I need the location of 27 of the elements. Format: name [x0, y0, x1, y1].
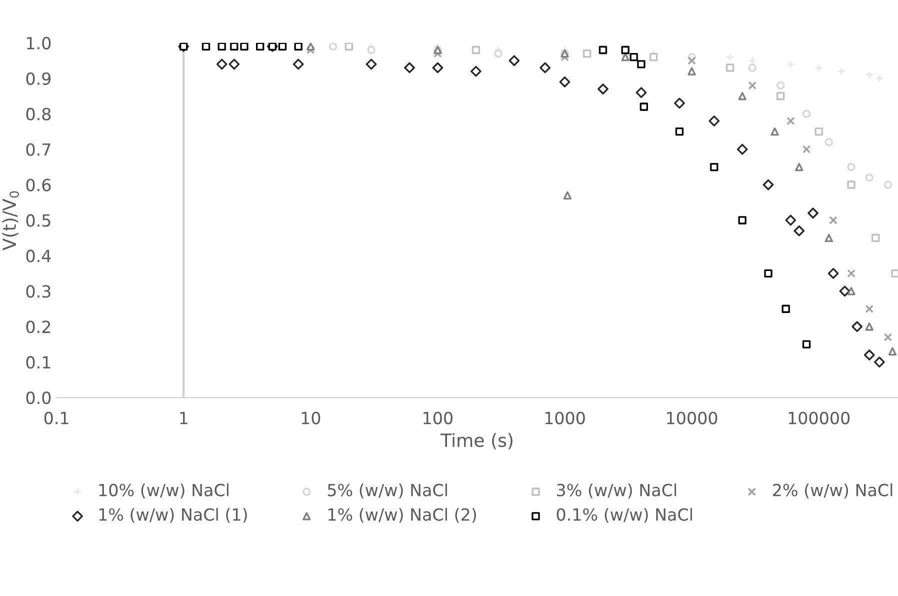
y-tick-label: 0.7 — [26, 143, 50, 156]
x-tick-label: 10000 — [667, 412, 718, 424]
y-tick-label: 0.3 — [26, 285, 50, 298]
y-tick-label: 0.6 — [26, 178, 51, 192]
x-tick-label: 100 — [424, 412, 452, 424]
y-tick-label: 0.2 — [26, 320, 50, 334]
legend-label: 5% (w/w) NaCl — [328, 483, 447, 498]
y-tick-label: 0.1 — [26, 356, 50, 369]
x-tick-label: 1000 — [545, 412, 585, 424]
y-tick-label: 0.5 — [26, 214, 50, 227]
x-axis-title: Time (s) — [440, 433, 512, 450]
legend-label: 1% (w/w) NaCl (1) — [99, 508, 247, 523]
legend-label: 10% (w/w) NaCl — [99, 483, 228, 498]
y-tick-label: 0.8 — [26, 108, 51, 120]
x-tick-label: 1 — [180, 412, 188, 424]
x-tick-label: 100000 — [788, 412, 850, 424]
legend-label: 0.1% (w/w) NaCl — [556, 508, 692, 523]
x-tick-label: 0.1 — [44, 412, 68, 424]
legend-label: 3% (w/w) NaCl — [557, 483, 676, 498]
y-tick-label: 0.0 — [26, 391, 51, 404]
legend-label: 1% (w/w) NaCl (2) — [328, 508, 476, 523]
y-tick-label: 0.4 — [26, 250, 51, 262]
legend-label: 2% (w/w) NaCl — [773, 483, 892, 498]
y-axis-title: V(t)/V$_{0}$ — [2, 191, 20, 250]
y-tick-label: 0.9 — [26, 72, 51, 85]
y-tick-label: 1.0 — [27, 36, 51, 50]
x-tick-label: 10 — [302, 412, 320, 424]
